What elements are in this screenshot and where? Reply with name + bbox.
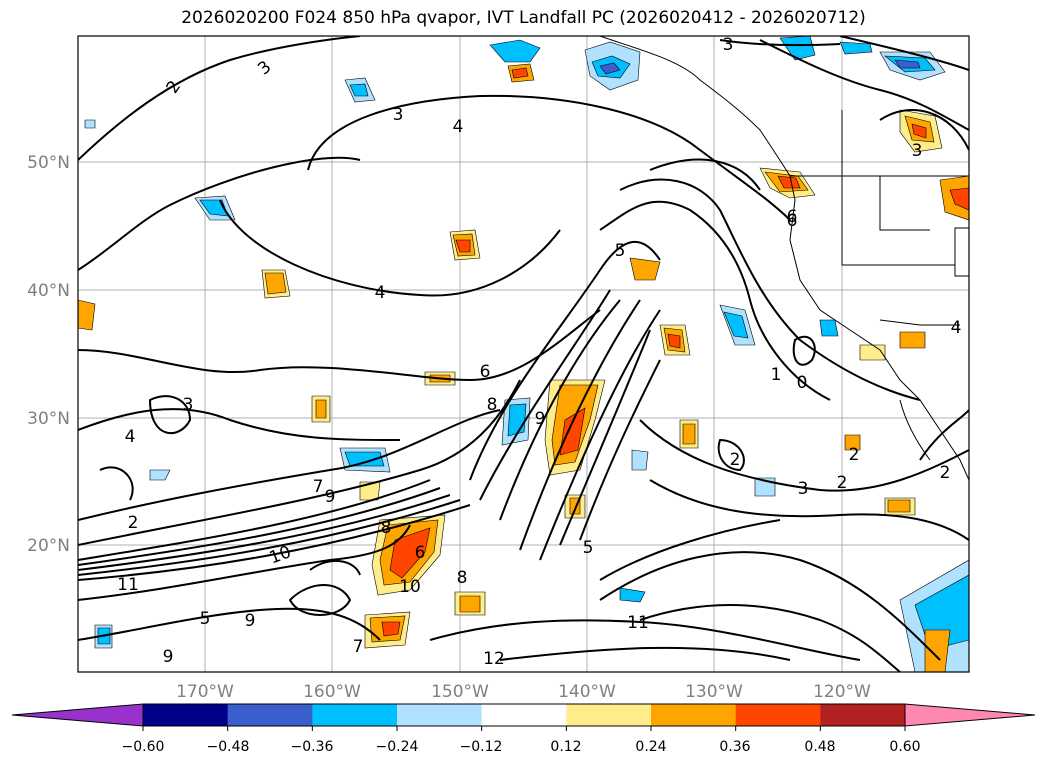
- colorbar-tick-labels: −0.60 −0.48 −0.36 −0.24 −0.12 0.12 0.24 …: [122, 739, 921, 755]
- contour-label: 11: [117, 575, 139, 595]
- colorbar-tick-label: −0.48: [207, 739, 250, 755]
- colorbar-tick-label: −0.12: [460, 739, 503, 755]
- contour-label: 8: [487, 395, 498, 415]
- colorbar-segments: [11, 703, 1036, 727]
- contour-label: 6: [787, 207, 798, 227]
- contour-label: 2: [940, 463, 951, 483]
- contour-label: 2: [128, 513, 139, 533]
- contour-label: 4: [951, 318, 962, 338]
- colorbar-segment: [143, 704, 229, 726]
- colorbar-tick-label: −0.60: [122, 739, 165, 755]
- lon-label-150w: 150°W: [431, 682, 489, 702]
- contour-label: 9: [163, 647, 174, 667]
- contour-label: 5: [583, 538, 594, 558]
- contour-label: 3: [183, 395, 194, 415]
- lon-label-160w: 160°W: [303, 682, 361, 702]
- colorbar-tick-label: 0.48: [804, 739, 835, 755]
- coastlines: [599, 36, 969, 481]
- lon-label-120w: 120°W: [813, 682, 871, 702]
- colorbar-tick-label: −0.36: [291, 739, 334, 755]
- contour-label: 5: [200, 609, 211, 629]
- lat-label-50n: 50°N: [27, 153, 70, 173]
- contour-label: 2: [837, 473, 848, 493]
- contour-label: 2: [849, 445, 860, 465]
- lon-label-170w: 170°W: [176, 682, 234, 702]
- contour-label: 4: [375, 283, 386, 303]
- colorbar-segment: [312, 704, 398, 726]
- contour-label: 6: [415, 543, 426, 563]
- colorbar-segment: [227, 704, 313, 726]
- lat-label-40n: 40°N: [27, 281, 70, 301]
- colorbar-segment: [397, 704, 483, 726]
- contour-labels: 2 3 3 3 4 4 4 5 6 6 7 8 8 9 9 10 10 11 1…: [117, 35, 962, 669]
- colorbar-tick-marks: [142, 726, 906, 731]
- contour-label: 9: [325, 487, 336, 507]
- colorbar-extend-high: [904, 703, 1036, 727]
- contour-label: 6: [787, 211, 798, 231]
- lon-label-140w: 140°W: [558, 682, 616, 702]
- contour-label: 2: [730, 450, 741, 470]
- colorbar-segment: [566, 704, 652, 726]
- contour-label: 5: [615, 241, 626, 261]
- contour-label: 3: [912, 141, 923, 161]
- graticule: [78, 36, 969, 672]
- colorbar-segment: [820, 704, 906, 726]
- colorbar-segment: [735, 704, 821, 726]
- colorbar-tick-label: 0.60: [889, 739, 920, 755]
- contour-label: 4: [453, 117, 464, 137]
- colorbar-segment: [651, 704, 737, 726]
- latitude-labels: 50°N 40°N 30°N 20°N: [27, 153, 70, 556]
- colorbar: −0.60 −0.48 −0.36 −0.24 −0.12 0.12 0.24 …: [11, 703, 1036, 755]
- contour-label: 9: [535, 409, 546, 429]
- lat-label-30n: 30°N: [27, 409, 70, 429]
- colorbar-extend-low: [11, 703, 144, 727]
- lat-label-20n: 20°N: [27, 536, 70, 556]
- map-panel: 2 3 3 3 4 4 4 5 6 6 7 8 8 9 9 10 10 11 1…: [78, 35, 969, 672]
- contour-label: 3: [393, 105, 404, 125]
- contour-label: 1: [771, 365, 782, 385]
- contour-label: 3: [723, 35, 734, 55]
- contour-label: 7: [313, 477, 324, 497]
- contour-label: 6: [480, 362, 491, 382]
- contour-label: 8: [457, 568, 468, 588]
- contour-label: 9: [245, 611, 256, 631]
- contour-label: 0: [797, 373, 808, 393]
- lon-label-130w: 130°W: [685, 682, 743, 702]
- contour-label: 4: [125, 427, 136, 447]
- contour-label: 7: [353, 637, 364, 657]
- contour-label: 12: [483, 649, 505, 669]
- contour-label: 3: [798, 479, 809, 499]
- map-frame: [77, 35, 970, 673]
- contour-label: 8: [381, 518, 392, 538]
- ivt-contours: [78, 36, 969, 672]
- map-title: 2026020200 F024 850 hPa qvapor, IVT Land…: [181, 8, 866, 28]
- colorbar-segment: [481, 704, 567, 726]
- colorbar-tick-label: −0.24: [376, 739, 419, 755]
- contour-label: 10: [399, 577, 421, 597]
- colorbar-tick-label: 0.36: [719, 739, 750, 755]
- colorbar-tick-label: 0.24: [635, 739, 666, 755]
- longitude-labels: 170°W 160°W 150°W 140°W 130°W 120°W: [176, 682, 871, 702]
- contour-label: 11: [627, 613, 649, 633]
- colorbar-tick-label: 0.12: [550, 739, 581, 755]
